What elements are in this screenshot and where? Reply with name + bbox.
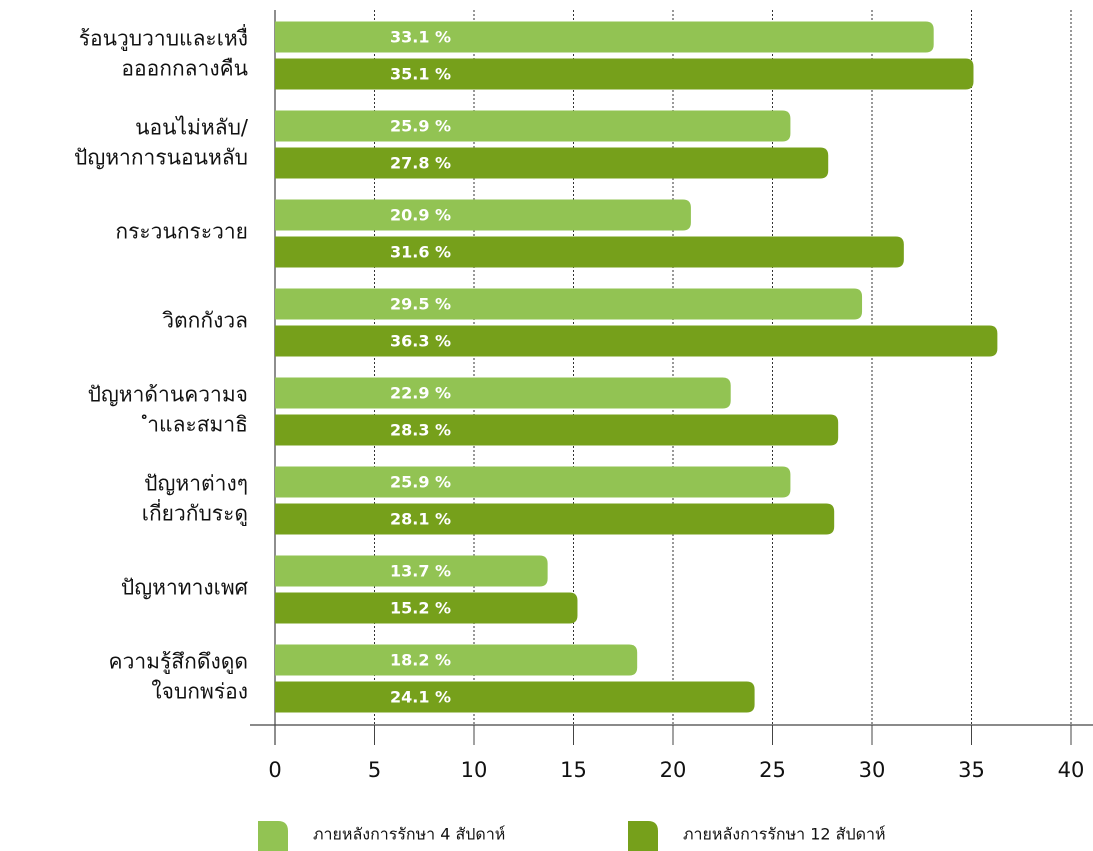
- bar: [275, 58, 974, 90]
- data-label: 18.2 %: [390, 651, 451, 670]
- legend-label: ภายหลังการรักษา 4 สัปดาห์: [313, 825, 505, 844]
- legend-swatch: [258, 821, 288, 851]
- y-tick-label: ความรู้สึกดึงดูดใจบกพร่อง: [109, 650, 248, 704]
- bar: [275, 681, 755, 713]
- bar: [275, 288, 863, 320]
- bar: [275, 592, 578, 624]
- data-label: 22.9 %: [390, 384, 451, 403]
- data-label: 33.1 %: [390, 28, 451, 47]
- x-tick-label: 15: [560, 758, 587, 782]
- legend-label: ภายหลังการรักษา 12 สัปดาห์: [683, 825, 886, 844]
- bar: [275, 21, 934, 53]
- bar: [275, 644, 638, 676]
- data-label: 28.1 %: [390, 510, 451, 529]
- data-label: 35.1 %: [390, 65, 451, 84]
- legend-swatch: [628, 821, 658, 851]
- data-label: 27.8 %: [390, 154, 451, 173]
- y-tick-label: กระวนกระวาย: [115, 220, 248, 244]
- bar: [275, 110, 791, 142]
- bar: [275, 325, 998, 357]
- y-tick-label: ปัญหาต่างๆเกี่ยวกับระดู: [142, 472, 248, 527]
- y-tick-label: นอนไม่หลับ/ปัญหาการนอนหลับ: [74, 116, 249, 170]
- y-tick-label: ร้อนวูบวาบและเหงื่อออกกลางคืน: [79, 24, 248, 81]
- data-label: 25.9 %: [390, 473, 451, 492]
- data-label: 15.2 %: [390, 599, 451, 618]
- x-tick-label: 20: [660, 758, 687, 782]
- data-label: 20.9 %: [390, 206, 451, 225]
- y-tick-label: ปัญหาด้านความจำและสมาธิ: [88, 383, 248, 437]
- data-label: 25.9 %: [390, 117, 451, 136]
- data-label: 28.3 %: [390, 421, 451, 440]
- x-tick-label: 40: [1058, 758, 1085, 782]
- data-label: 13.7 %: [390, 562, 451, 581]
- x-tick-label: 35: [958, 758, 985, 782]
- x-tick-label: 30: [859, 758, 886, 782]
- y-tick-label: วิตกกังวล: [162, 309, 248, 333]
- x-tick-label: 5: [368, 758, 381, 782]
- bar: [275, 414, 839, 446]
- x-tick-label: 25: [759, 758, 786, 782]
- data-label: 29.5 %: [390, 295, 451, 314]
- bar: [275, 377, 731, 409]
- x-tick-label: 10: [461, 758, 488, 782]
- data-label: 31.6 %: [390, 243, 451, 262]
- bar: [275, 199, 691, 231]
- x-tick-label: 0: [268, 758, 281, 782]
- bar: [275, 555, 548, 587]
- bar: [275, 236, 904, 268]
- y-tick-label: ปัญหาทางเพศ: [121, 576, 249, 600]
- data-label: 36.3 %: [390, 332, 451, 351]
- bar: [275, 147, 829, 179]
- bar: [275, 503, 835, 535]
- data-label: 24.1 %: [390, 688, 451, 707]
- bar: [275, 466, 791, 498]
